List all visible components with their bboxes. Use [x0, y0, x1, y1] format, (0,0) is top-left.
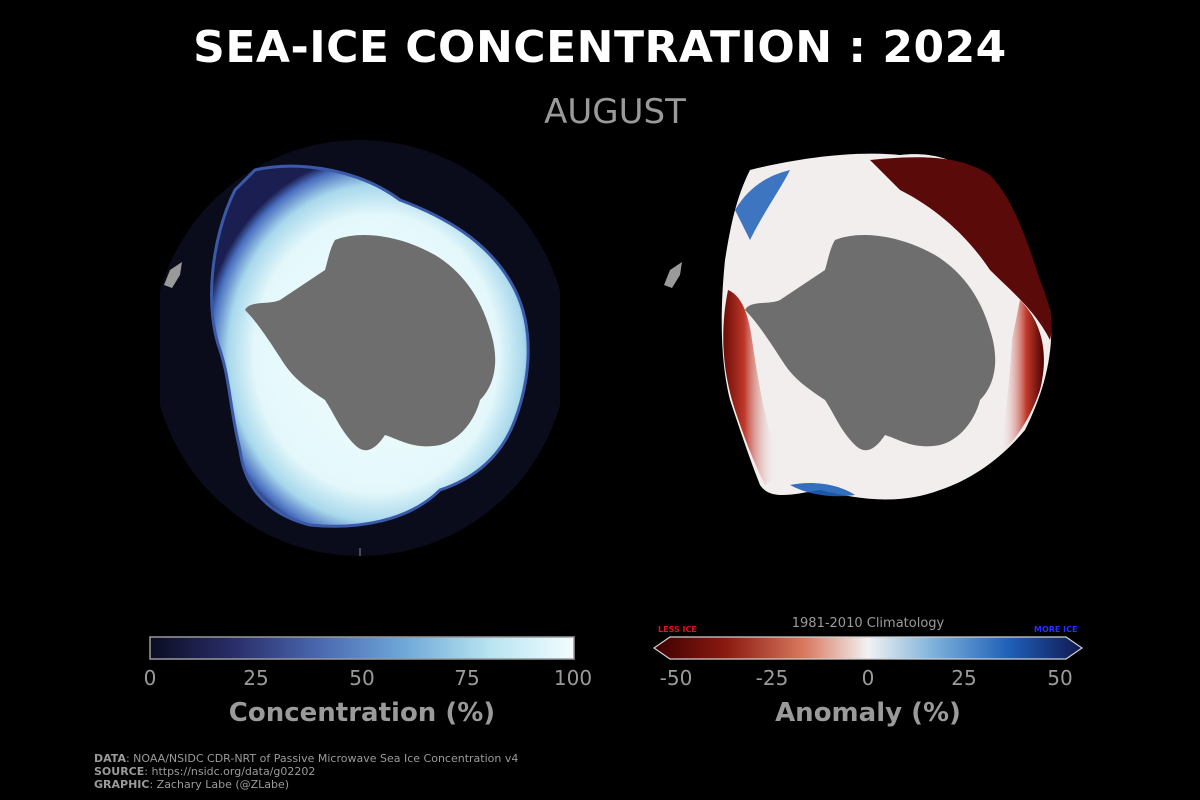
credit-graphic: GRAPHIC: Zachary Labe (@ZLabe)	[94, 778, 290, 791]
colorbar-tick: 0	[143, 666, 157, 690]
anomaly-map	[664, 153, 1052, 500]
colorbar-tick: 100	[553, 666, 593, 690]
climatology-label: 1981-2010 Climatology	[791, 616, 945, 631]
colorbar-tick: 50	[1047, 666, 1073, 690]
antarctica-land	[745, 235, 996, 451]
colorbar-tick: -25	[755, 666, 789, 690]
anomaly-positive-south	[790, 483, 855, 497]
credit-source: SOURCE: https://nsidc.org/data/g02202	[94, 765, 316, 778]
concentration-colorbar-title: Concentration (%)	[228, 698, 496, 728]
page-title: SEA-ICE CONCENTRATION : 2024	[193, 22, 1007, 73]
anomaly-negative-west	[723, 290, 777, 485]
anomaly-negative-east	[1000, 300, 1044, 455]
less-ice-label: LESS ICE	[658, 625, 697, 634]
south-america-tip	[164, 262, 182, 288]
credits-block: DATA: NOAA/NSIDC CDR-NRT of Passive Micr…	[94, 752, 518, 791]
antarctica-land	[245, 235, 496, 451]
concentration-map	[160, 140, 560, 556]
colorbar-tick: 25	[243, 666, 269, 690]
colorbar-tick: 50	[349, 666, 375, 690]
south-america-tip	[664, 262, 682, 288]
colorbar-tick: 0	[861, 666, 875, 690]
page-subtitle: AUGUST	[544, 92, 686, 132]
colorbar-tick: 75	[454, 666, 480, 690]
anomaly-colorbar	[652, 636, 1084, 660]
credit-data: DATA: NOAA/NSIDC CDR-NRT of Passive Micr…	[94, 752, 519, 765]
more-ice-label: MORE ICE	[1034, 625, 1078, 634]
colorbar-tick: 25	[951, 666, 977, 690]
concentration-colorbar	[149, 636, 575, 660]
anomaly-positive-northwest	[735, 170, 790, 240]
anomaly-colorbar-title: Anomaly (%)	[775, 698, 961, 728]
anomaly-negative-northeast	[870, 157, 1052, 340]
colorbar-tick: -50	[659, 666, 693, 690]
